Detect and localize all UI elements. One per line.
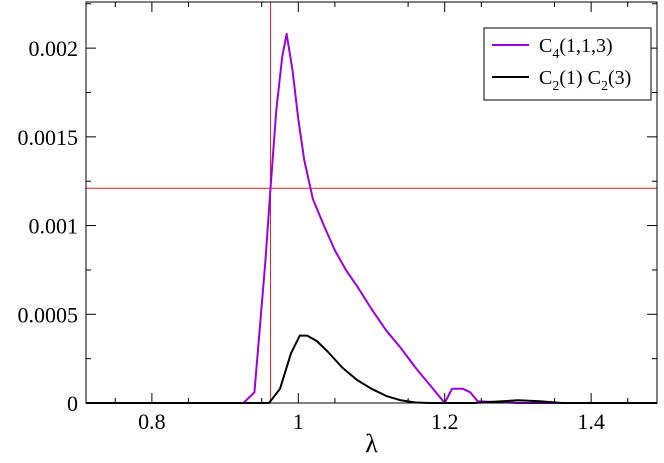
legend-text-part: (1,1,3) — [559, 35, 612, 57]
y-tick-label: 0.001 — [29, 214, 79, 239]
series-line-1 — [86, 32, 657, 404]
legend-text-part: (3) — [608, 67, 631, 89]
y-tick-label: 0.0015 — [18, 125, 79, 150]
x-tick-label: 1.2 — [431, 409, 459, 434]
x-axis-title: λ — [365, 429, 378, 458]
tick-labels: 0.8 1 1.2 1.4 0 0.0005 0.001 0.0015 0.002 — [18, 36, 605, 434]
legend: C4(1,1,3)C2(1) C2(3) — [483, 27, 652, 101]
legend-label-2: C2(1) C2(3) — [539, 67, 631, 94]
x-tick-label: 0.8 — [138, 409, 166, 434]
y-tick-label: 0.002 — [29, 36, 79, 61]
legend-text-part: 4 — [552, 47, 559, 62]
x-tick-label: 1 — [293, 409, 304, 434]
y-tick-label: 0 — [67, 391, 78, 416]
legend-text-part: 2 — [601, 79, 608, 94]
x-tick-label: 1.4 — [577, 409, 605, 434]
series-line-2 — [86, 334, 657, 404]
legend-text-part: C — [539, 35, 552, 57]
legend-text-part: 2 — [552, 79, 559, 94]
plot-frame — [85, 1, 658, 404]
series-layer — [86, 32, 657, 404]
legend-text-part: C — [539, 67, 552, 89]
legend-label-1: C4(1,1,3) — [539, 35, 613, 62]
legend-box — [483, 27, 652, 101]
axis-ticks — [86, 2, 657, 404]
legend-text-part: (1) C — [559, 67, 601, 89]
y-tick-label: 0.0005 — [18, 302, 79, 327]
